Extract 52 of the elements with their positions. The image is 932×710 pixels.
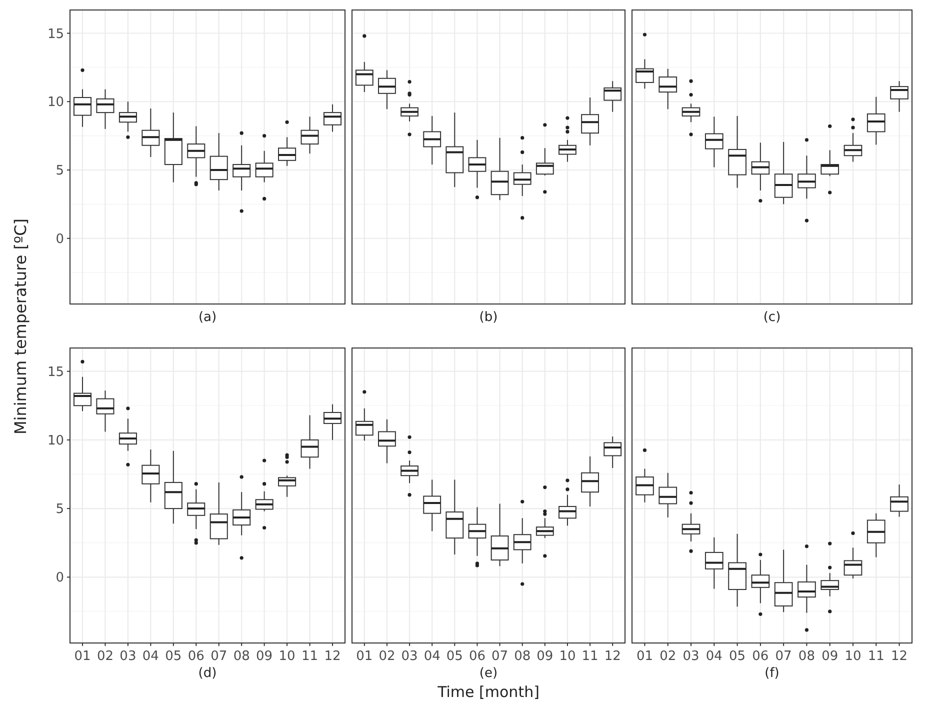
- x-tick-label: 08: [233, 649, 250, 664]
- x-tick-label: 08: [514, 649, 531, 664]
- x-tick-label: 04: [706, 649, 722, 664]
- x-tick-label: 05: [165, 649, 182, 664]
- x-tick-label: 05: [446, 649, 463, 664]
- x-tick-label: 03: [120, 649, 136, 664]
- x-tick-label: 01: [356, 649, 373, 664]
- x-tick-label: 11: [868, 649, 884, 664]
- x-tick-label: 06: [468, 649, 486, 664]
- x-tick-label: 07: [492, 649, 508, 664]
- x-tick-label: 05: [729, 649, 746, 664]
- y-axis-title: Minimum temperature [ºC]: [11, 218, 30, 435]
- x-tick-label: 09: [536, 649, 554, 664]
- x-tick-label: 12: [324, 649, 341, 664]
- x-tick-label: 12: [891, 649, 908, 664]
- x-tick-label: 01: [636, 649, 653, 664]
- x-axis-title: (e): [479, 666, 498, 681]
- x-tick-label: 01: [74, 649, 91, 664]
- x-tick-label: 06: [188, 649, 204, 664]
- x-tick-label: 10: [559, 649, 576, 664]
- x-tick-label: 10: [844, 649, 862, 664]
- x-tick-label: 08: [798, 649, 815, 664]
- y-tick-label: 10: [47, 95, 64, 110]
- x-tick-label: 07: [775, 649, 792, 664]
- x-axis-title: (b): [479, 310, 498, 325]
- y-tick-label: 5: [56, 502, 64, 518]
- text: Time [month]: [436, 683, 540, 701]
- x-tick-label: 04: [142, 649, 159, 664]
- x-axis-title: (f): [764, 666, 780, 681]
- y-tick-label: 0: [56, 570, 64, 586]
- x-axis-title: (c): [763, 310, 781, 325]
- x-tick-label: 03: [401, 649, 418, 664]
- y-tick-label: 15: [47, 26, 64, 42]
- y-tick-label: 5: [56, 164, 64, 179]
- x-axis-title: (a): [198, 310, 217, 325]
- x-tick-label: 02: [660, 649, 676, 664]
- x-tick-label: 02: [378, 649, 396, 664]
- x-tick-label: 11: [302, 649, 318, 664]
- x-tick-label: 09: [822, 649, 838, 664]
- x-tick-label: 09: [256, 649, 273, 664]
- x-tick-label: 04: [424, 649, 440, 664]
- x-tick-label: 10: [278, 649, 296, 664]
- y-tick-label: 10: [47, 433, 64, 448]
- x-tick-label: 02: [96, 649, 114, 664]
- y-tick-label: 15: [47, 364, 64, 380]
- x-tick-label: 07: [210, 649, 228, 664]
- x-axis-title: (d): [198, 666, 217, 681]
- x-tick-label: 06: [752, 649, 769, 664]
- x-tick-label: 12: [604, 649, 621, 664]
- y-tick-label: 0: [56, 232, 64, 247]
- x-tick-label: 03: [682, 649, 700, 664]
- x-tick-label: 11: [582, 649, 598, 664]
